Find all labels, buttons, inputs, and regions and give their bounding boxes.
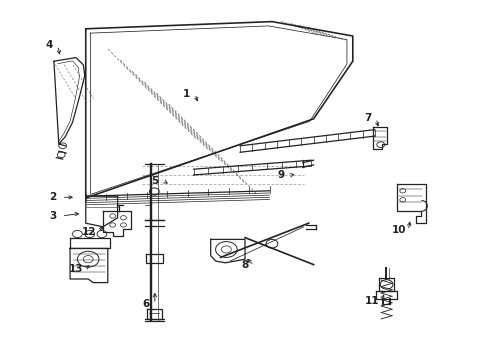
Text: 13: 13 bbox=[69, 264, 83, 274]
Text: 3: 3 bbox=[49, 211, 56, 221]
Text: 6: 6 bbox=[143, 299, 149, 309]
Text: 5: 5 bbox=[151, 176, 158, 186]
Text: 8: 8 bbox=[242, 260, 248, 270]
Text: 9: 9 bbox=[278, 170, 285, 180]
Text: 7: 7 bbox=[364, 113, 371, 123]
Text: 4: 4 bbox=[45, 40, 53, 50]
Text: 12: 12 bbox=[82, 227, 97, 237]
Text: 2: 2 bbox=[49, 192, 56, 202]
Text: 1: 1 bbox=[183, 89, 190, 99]
Text: 10: 10 bbox=[392, 225, 407, 235]
Text: 11: 11 bbox=[365, 296, 380, 306]
